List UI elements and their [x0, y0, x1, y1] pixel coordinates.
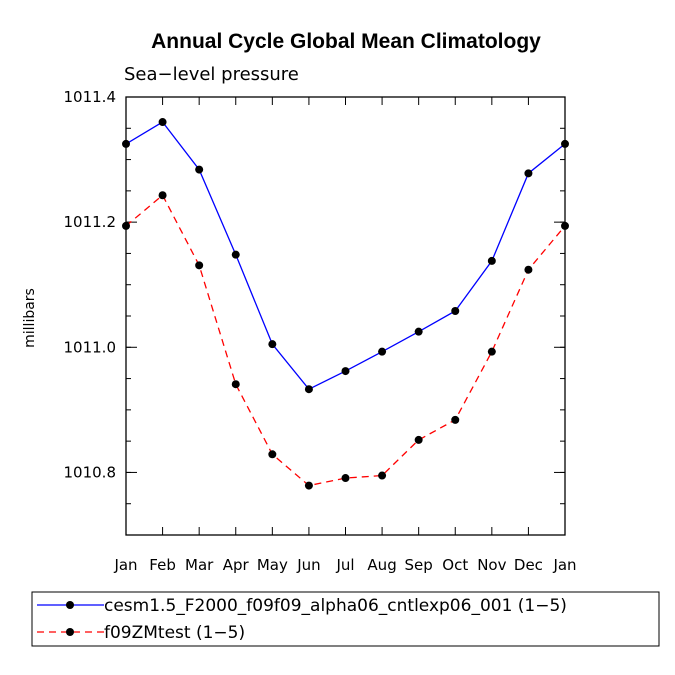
- x-tick-label: Dec: [514, 556, 543, 574]
- series-0-point: [524, 169, 533, 178]
- x-tick-label: Jan: [113, 556, 137, 574]
- series-1-point: [122, 221, 130, 230]
- series-1-point: [487, 347, 496, 356]
- series-line-0: [125, 121, 566, 391]
- series-1-point: [304, 481, 313, 490]
- x-tick-label: Oct: [442, 556, 468, 574]
- series-1-point: [341, 474, 350, 483]
- x-tick-label: Jun: [296, 556, 320, 574]
- y-tick-label: 1010.8: [64, 463, 117, 481]
- series-0-point: [122, 139, 130, 148]
- x-tick-label: Apr: [223, 556, 250, 574]
- series-0-point: [158, 118, 167, 127]
- series-1-point: [268, 450, 277, 459]
- legend: cesm1.5_F2000_f09f09_alpha06_cntlexp06_0…: [31, 591, 660, 647]
- series-0-point: [561, 139, 569, 148]
- x-tick-label: Aug: [367, 556, 396, 574]
- x-tick-label: Feb: [149, 556, 176, 574]
- series-layer: [122, 118, 569, 490]
- x-tick-label: Mar: [185, 556, 214, 574]
- series-1-point: [414, 435, 423, 444]
- series-1-point: [378, 471, 387, 480]
- axis-ticks: Jan Feb Mar Apr May Jun Jul Aug Sep Oct Nov Dec Jan 1…: [64, 88, 577, 574]
- series-0-point: [304, 385, 313, 394]
- x-tick-label: Sep: [405, 556, 433, 574]
- y-axis-label: millibars: [22, 288, 38, 348]
- series-0-point: [378, 347, 387, 356]
- series-0-point: [231, 250, 240, 259]
- legend-label-1: f09ZMtest (1−5): [104, 623, 245, 643]
- series-0-point: [487, 256, 496, 265]
- legend-marker-0: [66, 601, 74, 609]
- series-1-point: [158, 191, 167, 200]
- y-tick-label: 1011.2: [64, 213, 117, 231]
- legend-marker-1: [66, 628, 74, 636]
- series-1-point: [524, 265, 533, 274]
- x-tick-label: Jan: [552, 556, 576, 574]
- plot-frame: [125, 96, 566, 536]
- series-1-point: [451, 415, 460, 424]
- chart-subtitle: Sea−level pressure: [124, 64, 299, 85]
- series-0-point: [195, 165, 204, 174]
- x-tick-label: May: [257, 556, 288, 574]
- series-0-point: [268, 340, 277, 349]
- x-tick-label: Jul: [335, 556, 354, 574]
- series-1-point: [231, 380, 240, 389]
- series-1-point: [195, 261, 204, 270]
- y-tick-label: 1011.4: [64, 88, 117, 106]
- legend-box: [31, 591, 660, 647]
- series-1-point: [561, 221, 569, 230]
- y-tick-label: 1011.0: [64, 338, 117, 356]
- series-0-point: [341, 367, 350, 376]
- chart-title: Annual Cycle Global Mean Climatology: [151, 30, 541, 53]
- x-tick-label: Nov: [477, 556, 506, 574]
- series-0-point: [414, 327, 423, 336]
- series-0-point: [451, 306, 460, 315]
- series-line-1: [125, 194, 566, 487]
- legend-label-0: cesm1.5_F2000_f09f09_alpha06_cntlexp06_0…: [104, 596, 567, 616]
